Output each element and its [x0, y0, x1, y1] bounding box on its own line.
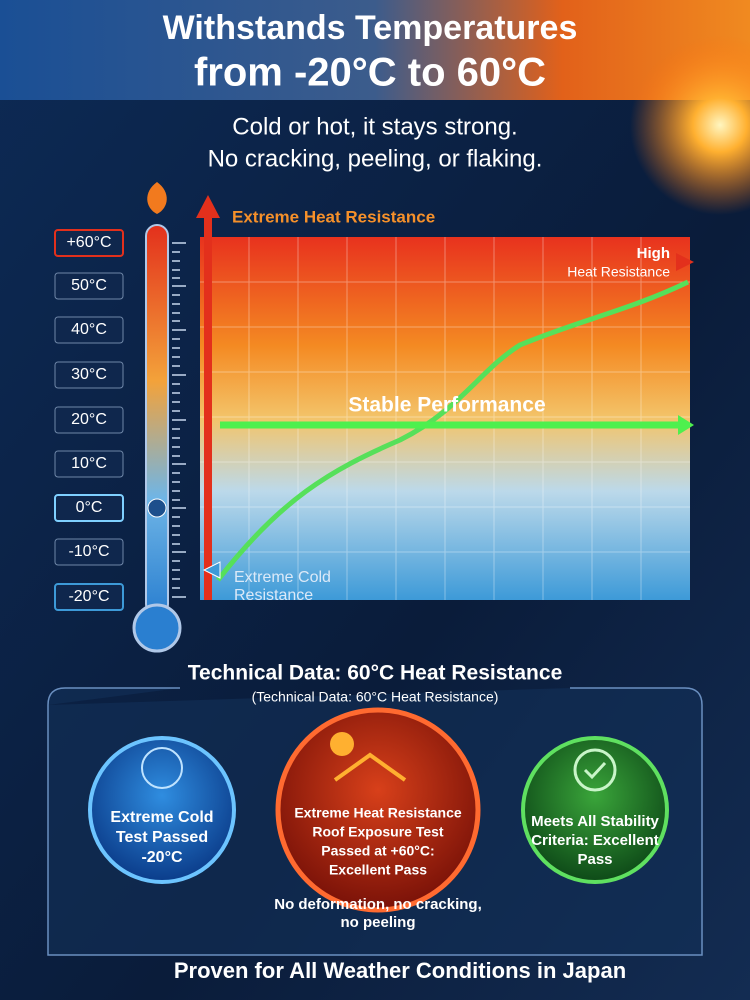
heat-label: Extreme Heat Resistance [232, 207, 435, 226]
temp-label: 40°C [71, 321, 107, 338]
cold-marker [202, 561, 221, 579]
temp-label-box [54, 361, 124, 389]
title-line: Withstands Temperatures [163, 9, 578, 47]
check-mark [583, 761, 607, 780]
high-marker [676, 253, 694, 271]
title-line: from -20°C to 60°C [194, 51, 546, 95]
temp-label: +60°C [66, 234, 111, 251]
badge-text: Excellent Pass [329, 862, 427, 878]
sun-icon [330, 732, 354, 756]
note-text: no peeling [341, 914, 416, 931]
stable-label: Stable Performance [348, 394, 545, 417]
temp-label: 0°C [76, 499, 103, 516]
temp-label: 20°C [71, 411, 107, 428]
thermometer-tube [145, 224, 169, 616]
scale-ticks [172, 242, 186, 598]
heat-badge [275, 707, 481, 913]
note-text: No deformation, no cracking, [274, 896, 482, 913]
graph: Extreme Heat Resistance High Heat Resist… [196, 195, 694, 604]
check-icon [573, 748, 617, 792]
stability-badge [521, 736, 669, 884]
header-band [0, 0, 750, 100]
high-label: High [637, 245, 670, 262]
snow-icon [141, 747, 183, 789]
thermometer [132, 182, 186, 653]
badge-text: Roof Exposure Test [312, 824, 444, 840]
tech-subtitle: (Technical Data: 60°C Heat Resistance) [252, 689, 499, 705]
high-label: Heat Resistance [567, 264, 670, 280]
temp-label: -20°C [68, 588, 109, 605]
badge-text: Test Passed [116, 829, 208, 846]
cold-label: Resistance [234, 587, 313, 604]
subtitle-line: No cracking, peeling, or flaking. [208, 145, 543, 172]
temp-label-box [54, 406, 124, 434]
temperature-labels: +60°C 50°C 40°C 30°C 20°C 10°C 0°C -10°C -20°C [54, 229, 124, 611]
temp-label-box [54, 494, 124, 522]
temp-label-box [54, 229, 124, 257]
badge-text: Meets All Stability [531, 813, 659, 830]
temp-label: 10°C [71, 455, 107, 472]
temp-label: 50°C [71, 277, 107, 294]
flame-icon [147, 182, 167, 214]
badge-text: Passed at +60°C: [321, 843, 434, 859]
temp-label-box [54, 450, 124, 478]
footer-text: Proven for All Weather Conditions in Jap… [174, 958, 626, 983]
performance-curve [216, 279, 690, 582]
badge-text: Extreme Heat Resistance [294, 805, 462, 821]
badge-text: Criteria: Excellent [531, 832, 659, 849]
temp-label-box [54, 538, 124, 566]
temp-label-box [54, 583, 124, 611]
badge-text: Pass [577, 851, 612, 868]
cold-badge [88, 736, 236, 884]
temp-label-box [54, 272, 124, 300]
heat-arrow-head [196, 195, 220, 218]
badge-text: -20°C [141, 849, 183, 866]
sun [630, 35, 750, 215]
temp-label: -10°C [68, 543, 109, 560]
thermometer-bulb [132, 603, 182, 653]
temp-label: 30°C [71, 366, 107, 383]
badge-text: Extreme Cold [110, 809, 213, 826]
snow-icon [147, 498, 167, 518]
graph-area [200, 237, 690, 600]
cold-label: Extreme Cold [234, 569, 331, 586]
roof-icon [333, 752, 407, 782]
graph-grid [200, 237, 690, 600]
tech-title: Technical Data: 60°C Heat Resistance [188, 662, 563, 685]
subtitle-line: Cold or hot, it stays strong. [232, 113, 517, 140]
temp-label-box [54, 316, 124, 344]
stable-arrow-head [678, 415, 694, 435]
